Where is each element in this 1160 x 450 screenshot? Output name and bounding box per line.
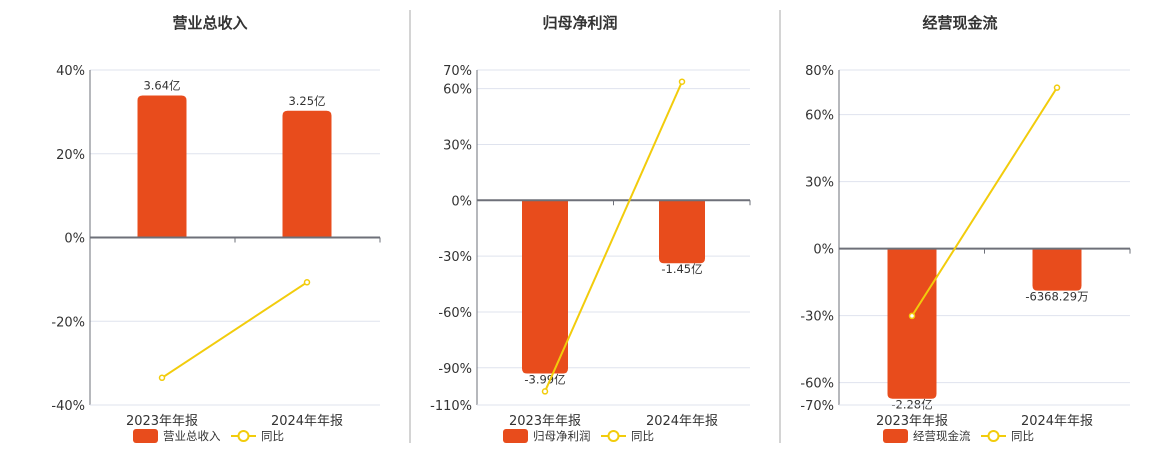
bar [137, 95, 187, 238]
y-tick-label: 0% [813, 243, 834, 258]
legend-line-marker [607, 430, 620, 442]
bar-data-label: 3.64亿 [143, 79, 180, 93]
bar [887, 248, 937, 399]
y-tick-label: 30% [805, 176, 834, 191]
legend: 营业总收入 同比 [133, 429, 284, 443]
legend: 经营现金流 同比 [883, 429, 1034, 443]
yoy-point [1053, 84, 1061, 91]
y-tick-label: 80% [805, 64, 834, 79]
x-tick-label: 2024年年报 [1021, 414, 1093, 429]
legend-line-marker [987, 430, 1000, 442]
yoy-point [908, 312, 916, 320]
x-tick-label: 2023年年报 [126, 414, 198, 429]
y-tick-label: -30% [800, 310, 834, 325]
legend-line-marker [237, 430, 250, 442]
y-tick-label: 60% [443, 83, 472, 98]
y-tick-label: -110% [430, 399, 472, 414]
y-tick-label: 60% [805, 109, 834, 124]
y-tick-label: -90% [438, 362, 472, 377]
y-tick-label: -20% [51, 315, 85, 330]
legend-bar-swatch [503, 429, 528, 443]
y-tick-label: -70% [800, 399, 834, 414]
bar [659, 200, 705, 264]
y-tick-label: 70% [443, 64, 472, 79]
bar [282, 110, 332, 238]
bar [1032, 248, 1082, 291]
legend-line-label: 同比 [261, 429, 284, 443]
chart-title: 经营现金流 [922, 14, 997, 32]
x-tick-label: 2023年年报 [509, 414, 581, 429]
bar-data-label: -3.99亿 [524, 372, 565, 386]
y-tick-label: 20% [56, 148, 85, 163]
legend-bar-swatch [133, 429, 158, 443]
y-tick-label: 0% [451, 194, 472, 209]
yoy-point [678, 78, 686, 85]
legend-bar-label: 经营现金流 [913, 429, 971, 443]
x-tick-label: 2024年年报 [271, 414, 343, 429]
y-tick-label: 40% [56, 64, 85, 79]
chart-title: 营业总收入 [172, 14, 247, 32]
y-tick-label: 30% [443, 138, 472, 153]
yoy-point [158, 374, 166, 382]
chart-2: 归母净利润 70% 60% 30% 0% -30% -60% -90% -110% -3.99亿 -… [430, 14, 751, 443]
legend-bar-swatch [883, 429, 908, 443]
bar [522, 200, 568, 374]
legend: 归母净利润 同比 [503, 429, 654, 443]
legend-line-label: 同比 [631, 429, 654, 443]
yoy-line [544, 81, 683, 392]
yoy-point [541, 388, 549, 395]
y-tick-label: -40% [51, 399, 85, 414]
yoy-point [303, 279, 311, 286]
legend-bar-label: 归母净利润 [533, 429, 591, 443]
y-tick-label: -60% [800, 377, 834, 392]
y-tick-label: -60% [438, 306, 472, 321]
yoy-line [161, 281, 308, 379]
yoy-line [911, 87, 1058, 317]
bar-data-label: -6368.29万 [1025, 290, 1088, 304]
chart-1: 营业总收入 40% 20% 0% -20% -40% 3.64亿 3.25亿 2023年年报 20… [51, 14, 381, 443]
legend-bar-label: 营业总收入 [163, 429, 221, 443]
legend-line-label: 同比 [1011, 429, 1034, 443]
y-tick-label: -30% [438, 250, 472, 265]
bar-data-label: -1.45亿 [661, 262, 702, 276]
x-tick-label: 2023年年报 [876, 414, 948, 429]
y-tick-label: 0% [64, 232, 85, 247]
chart-title: 归母净利润 [542, 14, 617, 32]
x-tick-label: 2024年年报 [646, 414, 718, 429]
bar-data-label: 3.25亿 [288, 94, 325, 108]
